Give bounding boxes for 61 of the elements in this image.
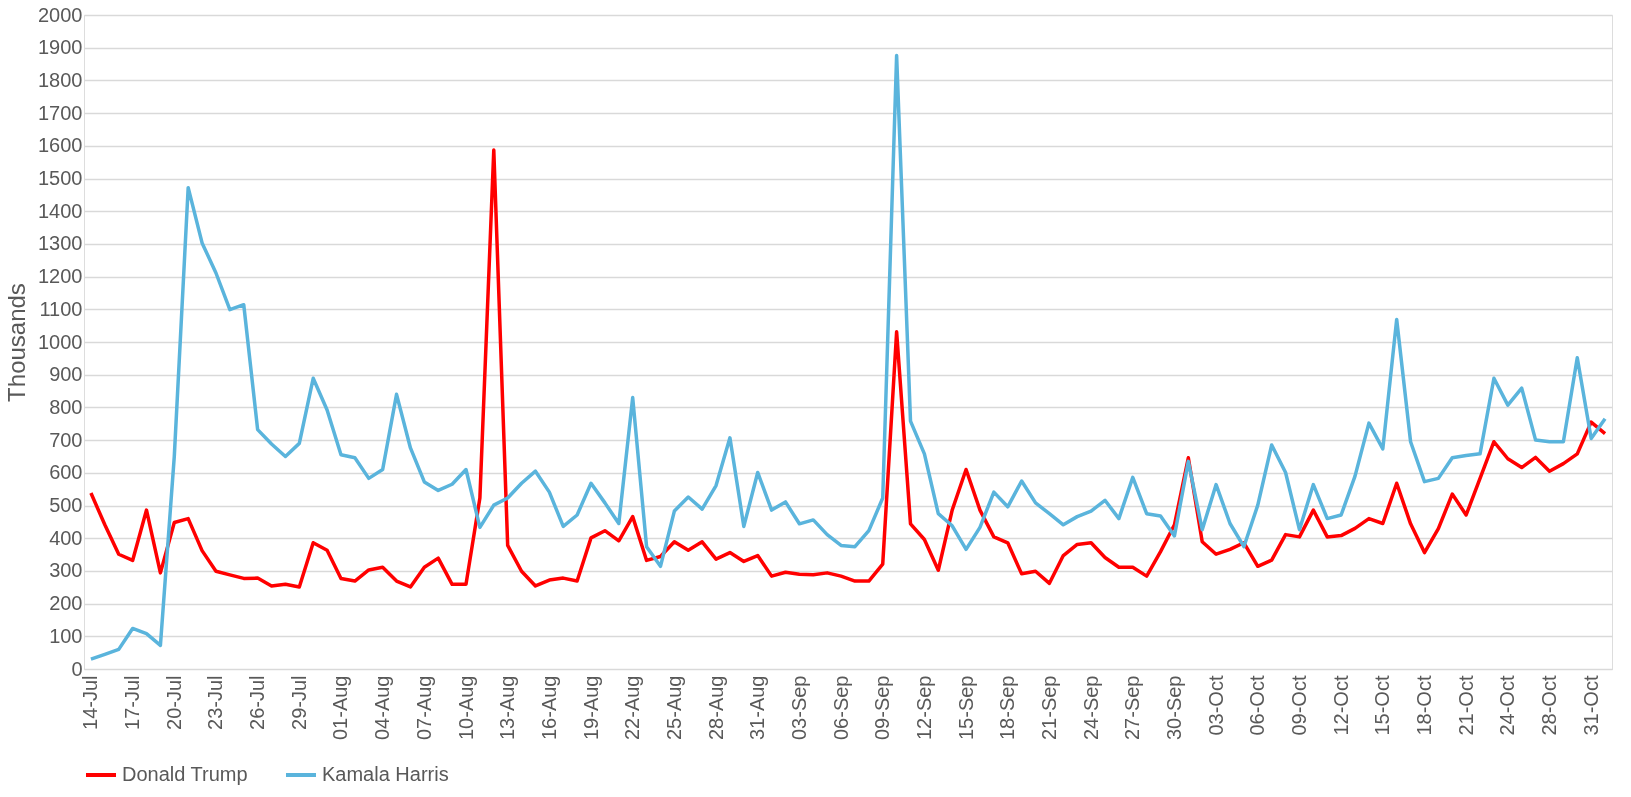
x-tick-label: 18-Oct <box>1412 675 1435 736</box>
y-tick-label: 100 <box>49 624 83 647</box>
x-tick-label: 07-Aug <box>412 675 435 740</box>
y-tick-label: 500 <box>49 494 83 516</box>
y-tick-label: 300 <box>49 559 83 582</box>
y-tick-label: 1600 <box>38 134 83 157</box>
y-tick-label: 1100 <box>39 297 83 320</box>
y-tick-label: 1000 <box>38 330 83 353</box>
y-tick-label: 1400 <box>38 199 83 222</box>
x-tick-label: 09-Sep <box>871 675 894 740</box>
x-tick-label: 12-Oct <box>1329 675 1352 736</box>
y-tick-label: 1500 <box>38 167 83 189</box>
x-tick-label: 10-Aug <box>454 675 477 740</box>
x-tick-label: 24-Oct <box>1496 675 1519 736</box>
x-tick-label: 27-Sep <box>1121 675 1144 740</box>
x-tick-label: 20-Jul <box>162 675 185 730</box>
y-tick-label: 700 <box>49 428 83 451</box>
x-tick-label: 17-Jul <box>121 675 144 730</box>
x-tick-label: 09-Oct <box>1287 675 1310 736</box>
x-tick-label: 15-Oct <box>1371 675 1394 736</box>
y-tick-label: 600 <box>49 461 83 484</box>
x-tick-label: 12-Sep <box>912 675 935 740</box>
x-tick-label: 13-Aug <box>496 675 519 740</box>
legend-label: Donald Trump <box>122 763 248 785</box>
y-axis-title: Thousands <box>3 283 31 402</box>
x-tick-label: 18-Sep <box>996 675 1019 740</box>
x-tick-label: 22-Aug <box>621 675 644 740</box>
x-tick-label: 26-Jul <box>246 675 269 730</box>
x-tick-label: 16-Aug <box>537 675 560 740</box>
y-tick-label: 1700 <box>38 101 83 124</box>
y-tick-label: 1200 <box>38 265 83 288</box>
x-tick-label: 21-Oct <box>1454 675 1477 736</box>
y-tick-label: 2000 <box>38 3 83 26</box>
x-tick-label: 03-Oct <box>1204 675 1227 736</box>
y-tick-label: 400 <box>49 526 83 549</box>
y-tick-label: 1800 <box>38 68 83 91</box>
x-tick-label: 03-Sep <box>787 675 810 740</box>
y-tick-label: 900 <box>49 363 83 386</box>
line-series <box>89 148 1607 589</box>
x-tick-label: 04-Aug <box>371 675 394 740</box>
x-tick-label: 23-Jul <box>204 675 227 730</box>
x-tick-label: 01-Aug <box>329 675 352 740</box>
x-tick-label: 30-Sep <box>1162 675 1185 740</box>
x-tick-label: 19-Aug <box>579 675 602 740</box>
y-tick-label: 800 <box>49 395 83 418</box>
y-tick-label: 200 <box>49 592 83 615</box>
y-tick-label: 1300 <box>38 232 83 255</box>
x-tick-label: 28-Aug <box>704 675 727 740</box>
x-tick-label: 24-Sep <box>1079 675 1102 740</box>
x-tick-label: 28-Oct <box>1537 675 1560 736</box>
x-tick-label: 15-Sep <box>954 675 977 740</box>
legend-label: Kamala Harris <box>322 763 449 785</box>
x-tick-label: 31-Oct <box>1579 675 1602 736</box>
y-tick-label: 1900 <box>38 36 83 59</box>
line-series <box>89 53 1607 661</box>
x-tick-label: 29-Jul <box>287 675 310 730</box>
x-tick-label: 31-Aug <box>746 675 769 740</box>
x-tick-label: 06-Oct <box>1246 675 1269 736</box>
x-tick-label: 25-Aug <box>662 675 685 740</box>
x-tick-label: 06-Sep <box>829 675 852 740</box>
x-tick-label: 21-Sep <box>1037 675 1060 740</box>
